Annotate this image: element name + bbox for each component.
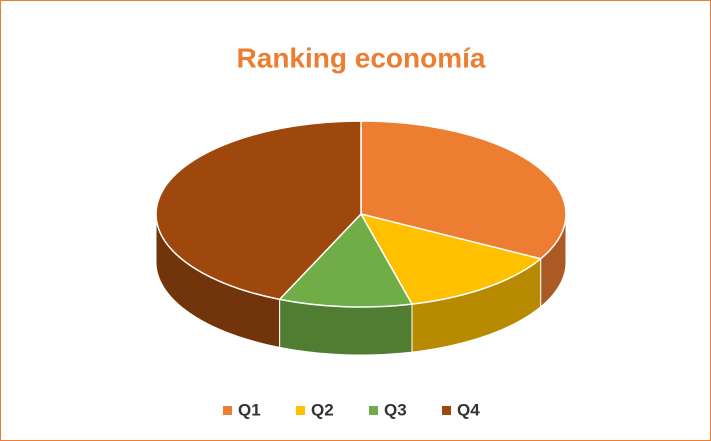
slice bbox=[359, 212, 543, 353]
slice bbox=[155, 120, 362, 348]
legend-label: Q1 bbox=[238, 400, 261, 419]
legend-label: Q3 bbox=[384, 400, 407, 419]
slice bbox=[278, 212, 414, 356]
slice-top bbox=[155, 120, 362, 301]
legend-swatch bbox=[442, 406, 451, 415]
slice bbox=[360, 120, 567, 308]
chart-title: Ranking economía bbox=[237, 42, 486, 73]
legend-swatch bbox=[369, 406, 378, 415]
slice-top bbox=[360, 120, 567, 260]
legend-label: Q2 bbox=[311, 400, 334, 419]
slice-top bbox=[359, 212, 543, 305]
legend-label: Q4 bbox=[457, 400, 480, 419]
slice-side bbox=[279, 298, 413, 356]
slice-top bbox=[278, 212, 414, 308]
legend-swatch bbox=[223, 406, 232, 415]
legend-swatch bbox=[296, 406, 305, 415]
